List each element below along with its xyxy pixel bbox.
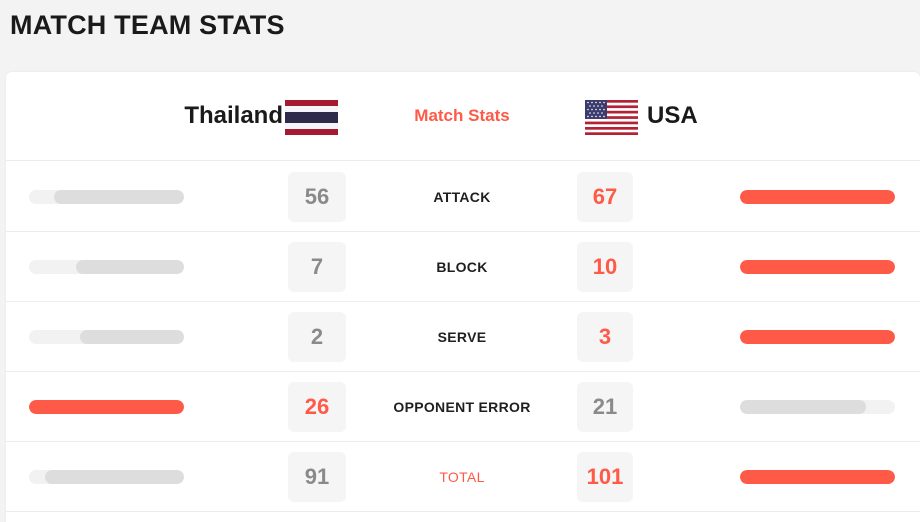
away-stat-bar bbox=[740, 400, 895, 414]
away-stat-bar bbox=[740, 260, 895, 274]
usa-flag-icon bbox=[585, 100, 638, 135]
away-stat-bar-fill bbox=[740, 260, 895, 274]
home-stat-bar bbox=[29, 470, 184, 484]
away-team-name: USA bbox=[647, 102, 698, 129]
stat-row-block: 7 BLOCK 10 bbox=[6, 232, 920, 302]
home-stat-value: 26 bbox=[288, 382, 346, 432]
stat-label: ATTACK bbox=[433, 189, 491, 205]
away-stat-bar bbox=[740, 330, 895, 344]
home-stat-bar bbox=[29, 400, 184, 414]
teams-header: Thailand Match Stats USA bbox=[6, 72, 920, 161]
home-stat-bar-fill bbox=[80, 330, 184, 344]
home-stat-value: 7 bbox=[288, 242, 346, 292]
stat-label: BLOCK bbox=[436, 259, 488, 275]
stat-row-attack: 56 ATTACK 67 bbox=[6, 162, 920, 232]
stat-row-serve: 2 SERVE 3 bbox=[6, 302, 920, 372]
stat-row-opponent-error: 26 OPPONENT ERROR 21 bbox=[6, 372, 920, 442]
home-stat-bar bbox=[29, 190, 184, 204]
away-stat-value: 67 bbox=[577, 172, 633, 222]
away-stat-bar-fill bbox=[740, 470, 895, 484]
home-stat-bar-fill bbox=[44, 470, 184, 484]
away-stat-bar-fill bbox=[740, 190, 895, 204]
home-stat-bar bbox=[29, 330, 184, 344]
stat-label: OPPONENT ERROR bbox=[393, 399, 531, 415]
home-stat-bar-fill bbox=[75, 260, 184, 274]
stat-label: TOTAL bbox=[439, 469, 485, 485]
match-stats-label: Match Stats bbox=[414, 106, 510, 125]
home-stat-bar-fill bbox=[53, 190, 184, 204]
away-stat-value: 101 bbox=[577, 452, 633, 502]
stat-label: SERVE bbox=[437, 329, 487, 345]
stats-card: Thailand Match Stats USA bbox=[6, 72, 920, 522]
away-stat-value: 21 bbox=[577, 382, 633, 432]
away-stat-bar-fill bbox=[740, 400, 866, 414]
thailand-flag-icon bbox=[285, 100, 338, 135]
home-stat-bar-fill bbox=[29, 400, 184, 414]
away-stat-bar bbox=[740, 190, 895, 204]
home-stat-bar bbox=[29, 260, 184, 274]
page-title: MATCH TEAM STATS bbox=[10, 10, 285, 40]
home-stat-value: 2 bbox=[288, 312, 346, 362]
away-stat-value: 3 bbox=[577, 312, 633, 362]
stat-row-total: 91 TOTAL 101 bbox=[6, 442, 920, 512]
away-stat-bar-fill bbox=[740, 330, 895, 344]
away-stat-value: 10 bbox=[577, 242, 633, 292]
away-stat-bar bbox=[740, 470, 895, 484]
home-team-name: Thailand bbox=[184, 102, 283, 129]
home-stat-value: 56 bbox=[288, 172, 346, 222]
home-stat-value: 91 bbox=[288, 452, 346, 502]
